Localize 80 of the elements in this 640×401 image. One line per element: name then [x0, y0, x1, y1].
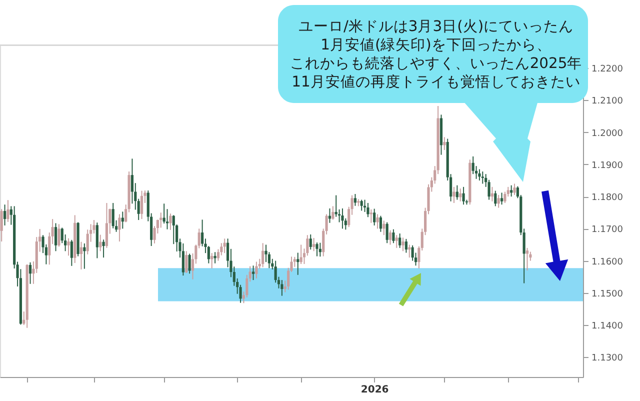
candlestick: [112, 202, 114, 229]
annotation: 1月安値(緑矢印)を下回ったから、: [320, 36, 552, 54]
candlestick: [309, 234, 312, 250]
candlestick: [490, 186, 494, 202]
candlestick: [28, 262, 32, 284]
candlestick: [452, 186, 456, 204]
candlestick: [404, 238, 408, 254]
candlestick: [386, 222, 388, 244]
candlestick: [312, 237, 316, 252]
candlestick: [392, 228, 395, 244]
candlestick: [255, 261, 258, 279]
candlestick: [456, 184, 458, 200]
candlestick: [462, 186, 465, 206]
candlestick: [500, 192, 504, 206]
y-tick-label: 1.2000: [592, 128, 624, 139]
candlestick: [382, 220, 386, 236]
y-tick-label: 1.1900: [592, 160, 624, 171]
y-tick-label: 1.1800: [592, 193, 624, 204]
candlestick: [80, 241, 83, 270]
candlestick: [497, 194, 500, 208]
candlestick: [472, 156, 474, 175]
candlestick: [318, 242, 322, 258]
candlestick: [188, 253, 191, 274]
candlestick: [96, 222, 98, 259]
y-tick-label: 1.1400: [592, 321, 624, 332]
candlestick: [58, 224, 60, 248]
candlestick: [185, 250, 188, 274]
y-tick-label: 1.1600: [592, 257, 624, 268]
candlestick: [214, 252, 216, 264]
candlestick: [388, 230, 392, 246]
x-tick-label: 2026: [360, 384, 389, 396]
candlestick: [360, 199, 363, 212]
candlestick: [6, 200, 10, 222]
candlestick: [262, 242, 264, 268]
candlestick: [169, 213, 172, 230]
candlestick: [296, 252, 300, 276]
candlestick: [402, 237, 404, 252]
candlestick: [443, 136, 446, 150]
candlestick: [3, 204, 6, 226]
candlestick: [341, 208, 344, 230]
candlestick: [118, 214, 121, 242]
candlestick: [105, 202, 108, 248]
y-tick-label: 1.1700: [592, 225, 624, 236]
candlestick: [70, 239, 73, 266]
candlestick: [210, 252, 214, 269]
candlestick: [411, 244, 414, 262]
candlestick: [99, 234, 102, 252]
candlestick: [379, 215, 382, 232]
candlestick: [182, 242, 184, 276]
candlestick: [252, 265, 255, 281]
candlestick: [526, 247, 529, 271]
candlestick: [354, 193, 357, 206]
candlestick: [0, 208, 3, 242]
annotation: これからも続落しやすく、いったん2025年: [290, 55, 582, 72]
candlestick: [300, 244, 302, 264]
candlestick: [376, 214, 379, 230]
y-tick-label: 1.2200: [592, 64, 624, 75]
candlestick: [280, 280, 284, 296]
candlestick: [102, 239, 105, 258]
candlestick: [140, 190, 144, 220]
candlestick: [316, 242, 318, 257]
candlestick: [54, 222, 58, 252]
candlestick: [398, 232, 402, 248]
y-tick-label: 1.2100: [592, 96, 624, 107]
candlestick: [395, 234, 398, 248]
candlestick: [373, 208, 376, 226]
candlestick: [478, 168, 481, 181]
candlestick: [513, 183, 516, 196]
text: ユーロ/米ドルは3月3日(火)にていったん: [298, 18, 574, 35]
candlestick: [510, 184, 513, 198]
candlestick: [481, 171, 484, 184]
y-tick-label: 1.1500: [592, 289, 624, 300]
candlestick: [121, 211, 124, 230]
candlestick: [67, 238, 70, 256]
candlestick: [494, 190, 497, 207]
y-tick-label: 1.1300: [592, 354, 624, 364]
candlestick: [366, 202, 370, 218]
candlestick: [504, 191, 506, 204]
annotation: 11月安値の再度トライも覚悟しておきたい: [292, 74, 580, 90]
candlestick: [332, 206, 334, 220]
